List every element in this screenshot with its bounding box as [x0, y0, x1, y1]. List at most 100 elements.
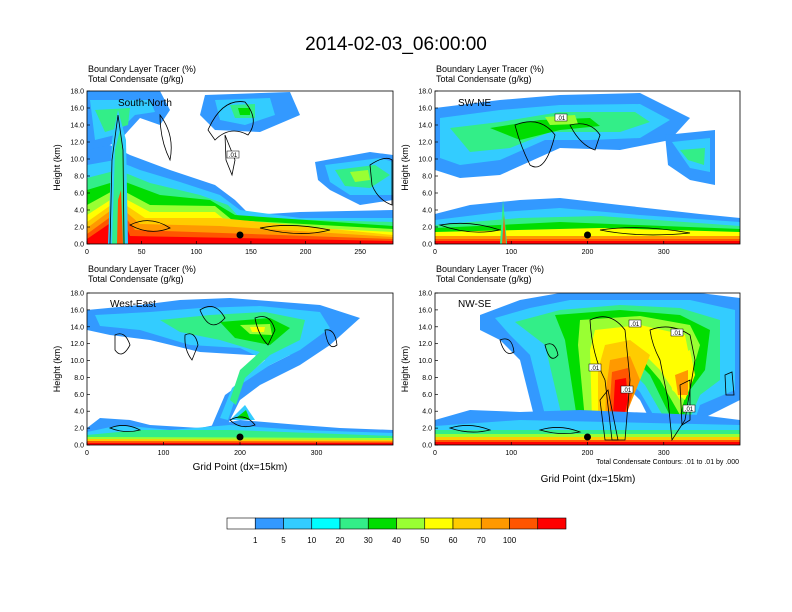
contour-labels: .01	[226, 150, 240, 159]
y-axis: 0.0 2.0 4.0 6.0 8.0 10.0 12.0 14.0 16.0 18.0	[418, 89, 438, 249]
y-axis: 0.0 2.0 4.0 6.0 8.0 10.0 12.0 14.0 16.0 18.0	[418, 291, 438, 450]
panel-nw-se: Boundary Layer Tracer (%) Total Condensa…	[400, 264, 741, 485]
tracer-shading	[435, 293, 740, 445]
y-axis-label: Height (km)	[52, 144, 62, 191]
y-tick-label: 14.0	[418, 324, 432, 331]
x-tick-label: 100	[190, 249, 202, 256]
panel-subtitle-line1: Boundary Layer Tracer (%)	[88, 264, 196, 274]
y-tick-label: 0.0	[422, 242, 432, 249]
contour-label: .01	[631, 322, 640, 328]
tracer-shading	[87, 298, 393, 445]
x-tick-label: 250	[354, 249, 366, 256]
heatmap-field: .01	[87, 91, 393, 244]
colorbar-label: 10	[307, 536, 316, 545]
colorbar-swatch	[480, 517, 510, 530]
panel-label: South-North	[118, 98, 172, 109]
colorbar-swatch	[254, 517, 284, 530]
panel-subtitle-line2: Total Condensate (g/kg)	[88, 274, 184, 284]
y-tick-label: 4.0	[422, 409, 432, 416]
x-axis: 0 100 200 300	[433, 442, 670, 457]
y-tick-label: 18.0	[70, 291, 84, 298]
y-tick-label: 6.0	[74, 392, 84, 399]
y-tick-label: 0.0	[422, 443, 432, 450]
colorbar-swatch	[311, 517, 341, 530]
y-tick-label: 16.0	[418, 307, 432, 314]
heatmap-field: .01 .01 .01 .01 .01	[435, 293, 740, 445]
contour-labels: .01	[554, 113, 568, 122]
x-tick-label: 200	[582, 450, 594, 457]
x-axis: 0 50 100 150 200 250	[85, 241, 366, 256]
x-tick-label: 300	[311, 450, 323, 457]
colorbar-swatch	[452, 517, 482, 530]
contour-note: Total Condensate Contours: .01 to .01 by…	[596, 459, 739, 466]
panel-subtitle-line1: Boundary Layer Tracer (%)	[436, 264, 544, 274]
panel-sw-ne: Boundary Layer Tracer (%) Total Condensa…	[400, 64, 741, 256]
y-axis-label: Height (km)	[52, 346, 62, 393]
colorbar-label: 60	[449, 536, 458, 545]
location-marker	[236, 231, 244, 239]
condensate-contours	[438, 121, 691, 236]
y-tick-label: 2.0	[74, 426, 84, 433]
contour-labels: .01 .01 .01 .01 .01	[588, 319, 696, 413]
y-tick-label: 2.0	[422, 225, 432, 232]
x-tick-label: 200	[234, 450, 246, 457]
colorbar-swatch	[537, 517, 567, 530]
x-tick-label: 200	[582, 249, 594, 256]
x-tick-label: 200	[300, 249, 312, 256]
plot-frame	[86, 90, 394, 245]
heatmap-field	[87, 298, 393, 445]
location-marker	[584, 231, 591, 239]
y-tick-label: 6.0	[74, 191, 84, 198]
y-tick-label: 10.0	[70, 157, 84, 164]
y-tick-label: 10.0	[418, 358, 432, 365]
contour-label: .01	[591, 366, 600, 372]
y-tick-label: 0.0	[74, 242, 84, 249]
y-axis: 0.0 2.0 4.0 6.0 8.0 10.0 12.0 14.0 16.0 18.0	[70, 291, 90, 450]
y-tick-label: 12.0	[418, 341, 432, 348]
y-tick-label: 12.0	[70, 140, 84, 147]
y-axis: 0.0 2.0 4.0 6.0 8.0 10.0 12.0 14.0 16.0 18.0	[70, 89, 90, 249]
x-tick-label: 0	[85, 450, 89, 457]
y-tick-label: 14.0	[418, 123, 432, 130]
colorbar-label: 20	[336, 536, 345, 545]
colorbar: 1 5 10 20 30 40 50 60 70 100	[226, 517, 567, 545]
colorbar-swatch	[509, 517, 539, 530]
y-tick-label: 0.0	[74, 443, 84, 450]
colorbar-swatch	[396, 517, 426, 530]
tracer-shading	[87, 91, 393, 244]
colorbar-swatch	[367, 517, 397, 530]
colorbar-swatch	[339, 517, 369, 530]
y-tick-label: 16.0	[70, 106, 84, 113]
colorbar-label: 30	[364, 536, 373, 545]
condensate-contours	[108, 306, 338, 432]
y-tick-label: 2.0	[74, 225, 84, 232]
y-tick-label: 12.0	[70, 341, 84, 348]
y-tick-label: 8.0	[422, 174, 432, 181]
colorbar-swatch	[283, 517, 313, 530]
x-axis-label: Grid Point (dx=15km)	[193, 462, 288, 473]
contour-label: .01	[229, 153, 238, 159]
x-axis: 0 100 200 300	[433, 241, 670, 256]
x-tick-label: 0	[433, 249, 437, 256]
y-axis-label: Height (km)	[400, 144, 410, 191]
panel-south-north: Boundary Layer Tracer (%) Total Condensa…	[52, 64, 394, 256]
x-tick-label: 100	[505, 249, 517, 256]
x-tick-label: 300	[658, 450, 670, 457]
colorbar-label: 5	[281, 536, 286, 545]
condensate-contours	[448, 316, 735, 442]
y-tick-label: 6.0	[422, 392, 432, 399]
panel-label: West-East	[110, 299, 156, 310]
y-tick-label: 16.0	[418, 106, 432, 113]
colorbar-label: 70	[477, 536, 486, 545]
contour-label: .01	[685, 407, 694, 413]
x-tick-label: 100	[505, 450, 517, 457]
panel-subtitle-line1: Boundary Layer Tracer (%)	[436, 64, 544, 74]
tracer-shading	[435, 93, 740, 244]
colorbar-label: 100	[503, 536, 517, 545]
heatmap-field: .01	[435, 93, 740, 244]
y-tick-label: 2.0	[422, 426, 432, 433]
panel-subtitle-line1: Boundary Layer Tracer (%)	[88, 64, 196, 74]
condensate-contours	[109, 101, 393, 244]
figure-title: 2014-02-03_06:00:00	[305, 34, 487, 55]
